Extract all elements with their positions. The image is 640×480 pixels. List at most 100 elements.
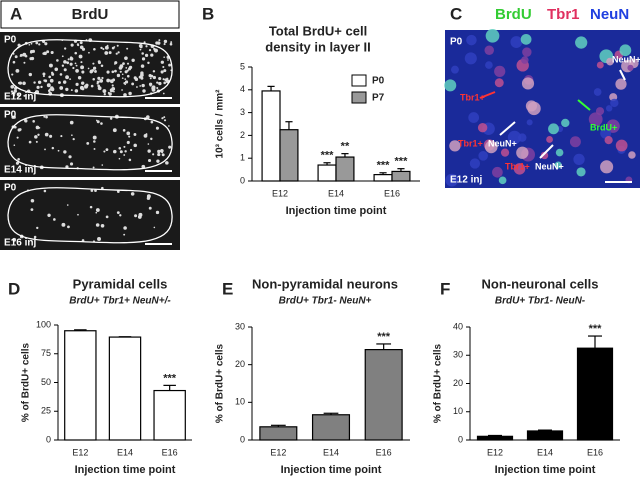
layer-outline (7, 114, 173, 171)
cell (485, 28, 500, 43)
cell (12, 60, 16, 64)
stage-label: P0 (450, 37, 463, 48)
cell (610, 98, 619, 108)
cell (111, 70, 115, 74)
cell (32, 120, 35, 123)
cell (140, 73, 144, 77)
cell (72, 66, 75, 70)
cell (46, 83, 51, 88)
cell (92, 77, 95, 81)
cell (128, 67, 132, 71)
cell (42, 75, 45, 78)
cell (56, 59, 59, 62)
cell (44, 148, 46, 151)
cell (593, 88, 602, 96)
cell (59, 86, 64, 90)
cell (64, 47, 67, 50)
cell (138, 43, 143, 48)
chart-title: density in layer II (265, 39, 371, 54)
cell (79, 45, 84, 50)
cell (99, 78, 104, 83)
cell (126, 140, 130, 145)
cell (153, 48, 157, 52)
cell (155, 210, 160, 215)
cell (124, 78, 127, 80)
cell (126, 74, 130, 78)
bar (391, 170, 411, 182)
cell (119, 214, 122, 217)
bar (108, 336, 142, 441)
cell (133, 133, 137, 136)
cell (114, 69, 117, 73)
cell (84, 84, 88, 89)
cell (113, 90, 115, 93)
arrow (539, 144, 554, 159)
cell (12, 91, 16, 95)
cell (561, 118, 570, 128)
cell (12, 94, 15, 97)
cell (65, 75, 69, 80)
cell (606, 119, 620, 133)
cell (61, 64, 65, 67)
bar (317, 164, 337, 182)
cell (153, 226, 156, 229)
cell (628, 151, 636, 159)
bar (311, 414, 351, 441)
cell (163, 81, 166, 85)
cell (35, 125, 40, 130)
cell (122, 62, 125, 65)
chart-title: Pyramidal cells (73, 276, 168, 291)
cell (546, 136, 553, 143)
cell (29, 57, 33, 61)
y-tick-label: 30 (453, 350, 463, 360)
cell (157, 152, 161, 157)
cell-annotation: Tbr1+ (458, 138, 483, 148)
cell (49, 78, 54, 83)
cell (150, 120, 154, 124)
cell (166, 77, 169, 80)
cell (87, 67, 90, 70)
cell (137, 215, 142, 219)
cell (34, 135, 38, 139)
cell (142, 89, 146, 93)
cell (67, 225, 70, 229)
cell (163, 119, 167, 122)
cell (22, 81, 26, 86)
cell (113, 46, 116, 48)
cell (468, 112, 480, 123)
bar (259, 426, 298, 441)
cell (445, 173, 459, 187)
cell (24, 54, 28, 58)
cell (114, 61, 118, 65)
cell (90, 84, 94, 88)
cell (117, 51, 120, 54)
cell (575, 36, 588, 49)
cell (81, 239, 85, 242)
cell (43, 79, 46, 82)
bar (526, 430, 564, 441)
cell (554, 161, 562, 169)
cell (103, 93, 106, 96)
cell (92, 62, 95, 65)
cell (101, 164, 104, 166)
cell (163, 116, 166, 119)
legend-swatch (351, 74, 367, 87)
cell (62, 80, 67, 84)
cell (104, 51, 109, 55)
cell (573, 153, 585, 166)
cell (42, 72, 46, 76)
cell (526, 119, 533, 126)
y-tick-label: 0 (240, 434, 245, 444)
cell (72, 137, 75, 141)
cell (124, 150, 127, 153)
y-tick-label: 5 (240, 61, 245, 71)
cell (168, 145, 172, 149)
cell (100, 223, 105, 228)
cell (150, 74, 154, 78)
cell (139, 85, 142, 87)
cell (148, 48, 152, 52)
cell (150, 137, 153, 141)
cell (13, 144, 16, 147)
cell (86, 141, 90, 145)
